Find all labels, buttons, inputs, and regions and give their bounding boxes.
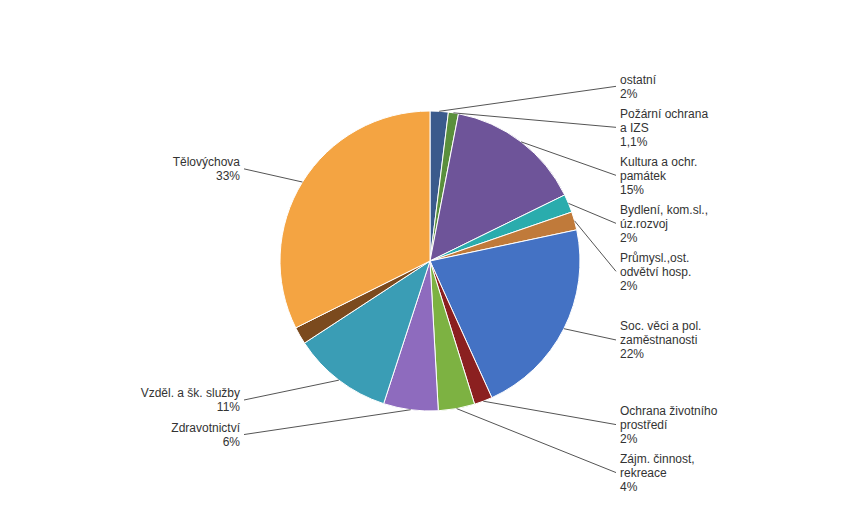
svg-text:Zájm. činnost,rekreace4%: Zájm. činnost,rekreace4%: [620, 452, 695, 494]
svg-text:Vzděl. a šk. služby11%: Vzděl. a šk. služby11%: [141, 386, 241, 414]
svg-text:Kultura a ochr.památek15%: Kultura a ochr.památek15%: [620, 155, 697, 197]
svg-text:Ochrana životníhoprostředí2%: Ochrana životníhoprostředí2%: [620, 404, 718, 446]
svg-text:Zdravotnictví6%: Zdravotnictví6%: [171, 421, 240, 449]
svg-text:Tělovýchova33%: Tělovýchova33%: [173, 155, 241, 183]
svg-text:Průmysl.,ost.odvětví hosp.2%: Průmysl.,ost.odvětví hosp.2%: [620, 251, 691, 293]
svg-text:Soc. věci a pol.zaměstnanosti2: Soc. věci a pol.zaměstnanosti22%: [620, 319, 701, 361]
svg-text:ostatní2%: ostatní2%: [620, 73, 657, 101]
svg-text:Bydlení, kom.sl.,úz.rozvoj2%: Bydlení, kom.sl.,úz.rozvoj2%: [620, 203, 708, 245]
svg-text:Požární ochranaa IZS1,1%: Požární ochranaa IZS1,1%: [620, 107, 708, 149]
